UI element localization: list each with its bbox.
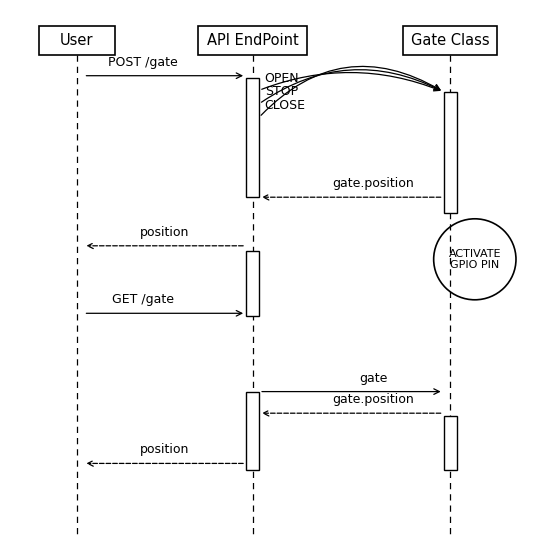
Text: CLOSE: CLOSE: [265, 99, 306, 112]
Bar: [246, 78, 259, 197]
Bar: [198, 26, 307, 56]
Text: gate.position: gate.position: [333, 393, 414, 406]
Text: ACTIVATE
GPIO PIN: ACTIVATE GPIO PIN: [449, 249, 501, 270]
Bar: [403, 26, 497, 56]
Text: Gate Class: Gate Class: [411, 33, 489, 48]
Text: API EndPoint: API EndPoint: [207, 33, 298, 48]
Text: position: position: [140, 444, 189, 456]
Text: STOP: STOP: [265, 85, 298, 99]
Text: User: User: [60, 33, 94, 48]
Bar: [246, 251, 259, 316]
Bar: [444, 92, 457, 213]
Text: GET /gate: GET /gate: [112, 293, 174, 306]
Text: gate: gate: [359, 371, 388, 385]
Bar: [246, 392, 259, 470]
Text: POST /gate: POST /gate: [108, 56, 178, 69]
Text: OPEN: OPEN: [265, 72, 299, 85]
Bar: [39, 26, 115, 56]
Text: gate.position: gate.position: [333, 177, 414, 190]
Text: position: position: [140, 226, 189, 239]
Bar: [444, 416, 457, 470]
